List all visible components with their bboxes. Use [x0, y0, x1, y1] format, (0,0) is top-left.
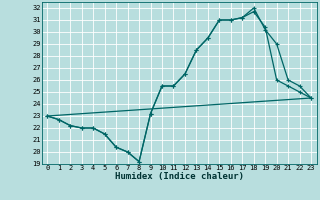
X-axis label: Humidex (Indice chaleur): Humidex (Indice chaleur)	[115, 172, 244, 181]
